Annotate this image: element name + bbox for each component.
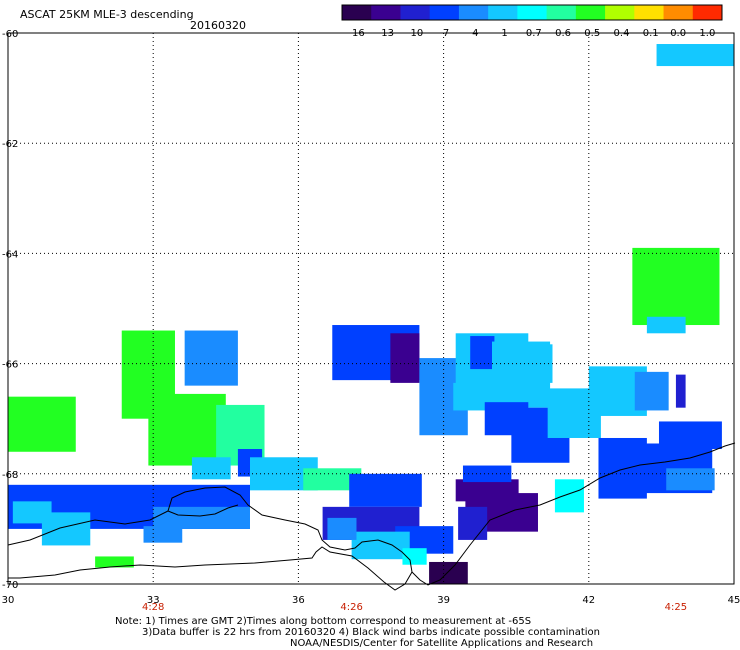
colorbar-segment <box>429 5 460 20</box>
time-label: 4:28 <box>142 602 164 613</box>
colorbar-segment <box>458 5 489 20</box>
wind-cell <box>634 371 669 411</box>
wind-cell <box>349 473 422 507</box>
x-tick-label: 36 <box>292 595 305 606</box>
wind-cell <box>8 396 76 452</box>
coastline-east <box>411 442 736 586</box>
wind-cell <box>458 506 488 540</box>
colorbar-segment <box>517 5 548 20</box>
y-tick-label: -62 <box>2 139 18 150</box>
colorbar-segment <box>400 5 431 20</box>
coastline-path <box>7 486 413 591</box>
coastline-inlet <box>167 504 239 517</box>
wind-cell <box>462 465 512 483</box>
wind-cell <box>95 556 134 568</box>
wind-cell <box>554 479 584 513</box>
colorbar-frame <box>341 4 723 21</box>
x-tick-label: 45 <box>728 595 740 606</box>
footer-note-1: Note: 1) Times are GMT 2)Times along bot… <box>115 616 532 627</box>
colorbar-segment <box>663 5 694 20</box>
y-tick-label: -68 <box>2 470 18 481</box>
colorbar-segment <box>634 5 665 20</box>
wind-cell <box>191 457 231 480</box>
y-tick-labels: -60 -62 -64 -66 -68 -70 <box>2 29 18 591</box>
colorbar-segment <box>546 5 577 20</box>
wind-cell <box>143 526 183 543</box>
colorbar-segment <box>488 5 518 20</box>
colorbar-segment <box>342 5 372 20</box>
wind-cell <box>184 330 238 386</box>
coastline <box>7 442 736 591</box>
wind-cell <box>429 561 468 584</box>
x-tick-label: 30 <box>2 595 15 606</box>
wind-cell <box>484 402 529 436</box>
wind-cell <box>148 393 226 466</box>
x-tick-label: 39 <box>437 595 450 606</box>
colorbar-segment <box>692 5 723 20</box>
colorbar-segment <box>371 5 401 20</box>
y-tick-label: -64 <box>2 249 18 260</box>
footer-credit: NOAA/NESDIS/Center for Satellite Applica… <box>290 638 594 649</box>
wind-cell <box>632 247 720 326</box>
x-tick-label: 33 <box>147 595 160 606</box>
wind-cell <box>327 517 357 540</box>
wind-cell <box>656 44 734 67</box>
plot-frame <box>7 32 735 585</box>
wind-cell <box>470 336 495 370</box>
wind-cell <box>508 344 553 383</box>
time-labels: 4:28 4:26 4:25 <box>142 602 687 613</box>
wind-cell <box>303 468 362 491</box>
wind-cell <box>402 548 427 565</box>
wind-cell <box>646 316 686 334</box>
x-tick-label: 42 <box>582 595 595 606</box>
wind-cell <box>675 374 686 408</box>
wind-cell <box>598 437 647 499</box>
x-tick-labels: 30 33 36 39 42 45 <box>2 595 740 606</box>
colorbar: -16 -13 -10 -7 -4 -1 -0.7 -0.6 -0.5 -0.4 -0.1 0.0 1.… <box>341 4 723 39</box>
y-tick-label: -60 <box>2 29 18 40</box>
wind-cell <box>390 333 420 383</box>
wind-cell <box>666 468 715 491</box>
chart-title: ASCAT 25KM MLE-3 descending <box>20 8 194 21</box>
y-tick-label: -70 <box>2 580 18 591</box>
wind-cell <box>351 531 410 560</box>
time-label: 4:25 <box>665 602 687 613</box>
footer-note-2: 3)Data buffer is 22 hrs from 20160320 4)… <box>142 627 600 638</box>
wind-cell <box>12 501 52 524</box>
wind-cell <box>153 506 250 529</box>
colorbar-segment <box>575 5 606 20</box>
chart-date: 20160320 <box>190 19 246 32</box>
data-patches <box>8 44 734 584</box>
time-label: 4:26 <box>340 602 362 613</box>
y-tick-label: -66 <box>2 360 18 371</box>
colorbar-segment <box>605 5 635 20</box>
